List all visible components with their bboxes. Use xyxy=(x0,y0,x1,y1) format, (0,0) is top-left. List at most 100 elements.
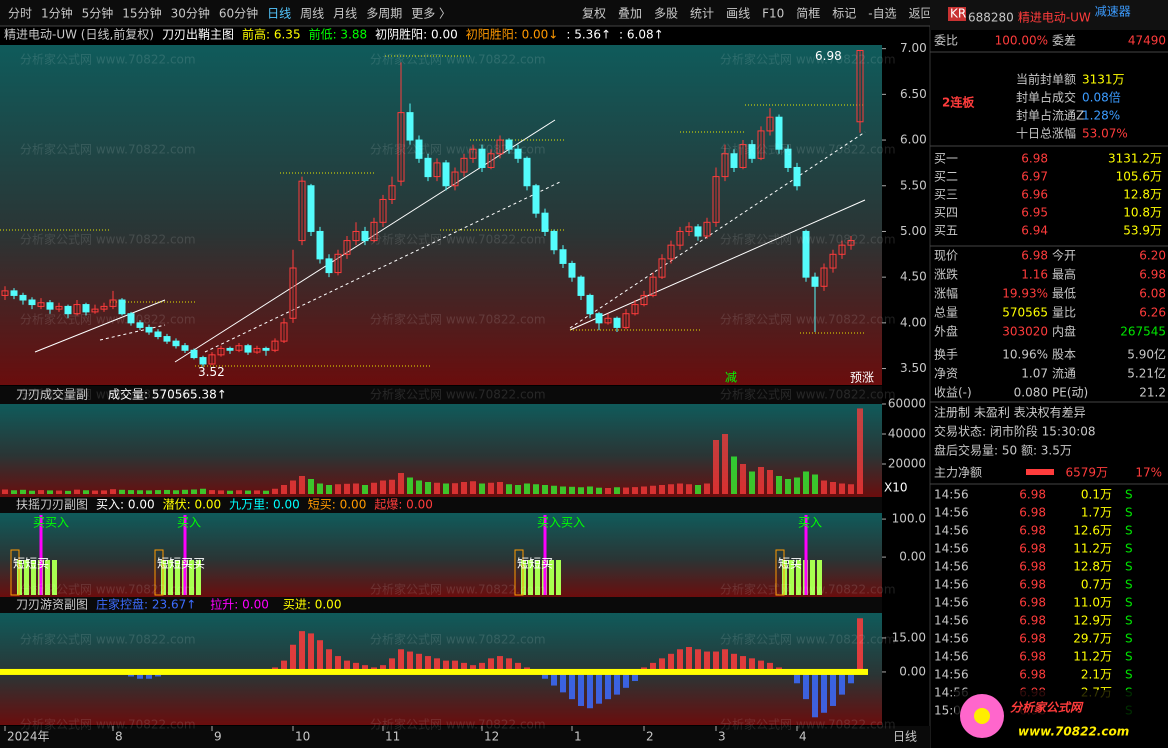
trade-cell: S xyxy=(1125,578,1133,592)
panel-title: 刀刃成交量副 xyxy=(16,387,88,402)
watermark: 分析家公式网 www.70822.com xyxy=(370,632,546,647)
quote-cell: 流通 xyxy=(1052,367,1076,381)
capital-bar xyxy=(407,651,413,672)
candle-body xyxy=(55,305,63,310)
capital-bar xyxy=(650,662,656,672)
volume-bar xyxy=(416,480,422,494)
capital-bar xyxy=(659,658,665,672)
quote-cell: 3131万 xyxy=(1082,73,1125,87)
candle-body xyxy=(127,313,135,324)
quote-cell: 10.96% xyxy=(1002,348,1048,362)
toolbar xyxy=(0,0,930,26)
toolbar-tab: 分时 xyxy=(8,7,32,21)
candle-body xyxy=(460,157,468,173)
candle-body xyxy=(523,157,531,187)
candle-body xyxy=(586,294,594,315)
watermark: 分析家公式网 www.70822.com xyxy=(720,632,896,647)
quote-cell: 封单占成交 xyxy=(1016,90,1076,105)
capital-bar xyxy=(839,671,845,695)
quote-cell: 0.080 xyxy=(1014,386,1048,400)
candle-body xyxy=(649,276,657,296)
volume-bar xyxy=(254,490,260,494)
candle-body xyxy=(226,347,234,351)
volume-bar xyxy=(623,487,629,494)
candle-body xyxy=(442,162,450,187)
quote-cell: 6.08 xyxy=(1139,287,1166,301)
candle-body xyxy=(766,116,774,132)
volume-bar xyxy=(191,489,197,494)
toolbar-tab: 月线 xyxy=(333,7,357,21)
candle-body xyxy=(577,276,585,296)
trade-cell: 0.7万 xyxy=(1081,578,1112,592)
candle-body xyxy=(19,294,27,301)
candle-body xyxy=(793,166,801,187)
signal-bar xyxy=(810,560,815,595)
indicator-value: 初阴胜阳: 0.00 xyxy=(375,27,458,42)
volume-bar xyxy=(569,486,575,494)
quote-cell: 量比 xyxy=(1052,306,1076,320)
x-tick-label: 2024年 xyxy=(7,730,50,744)
volume-bar xyxy=(137,490,143,494)
candle-body xyxy=(433,162,441,178)
trade-cell: 14:56 xyxy=(934,560,969,574)
trade-cell: 12.9万 xyxy=(1073,614,1112,628)
volume-bar xyxy=(461,482,467,494)
trend-line xyxy=(569,131,866,329)
volume-bar xyxy=(533,484,539,494)
trade-cell: 11.0万 xyxy=(1073,596,1112,610)
y-tick-label: 5.00 xyxy=(900,224,927,238)
quote-cell: 6.26 xyxy=(1139,306,1166,320)
quote-cell: 今开 xyxy=(1052,248,1076,263)
candle-body xyxy=(667,244,675,260)
capital-bar xyxy=(146,671,152,679)
candle-body xyxy=(64,305,72,315)
quote-cell: 17% xyxy=(1135,466,1162,480)
quote-cell: 0.08倍 xyxy=(1082,90,1121,105)
quote-cell: 3131.2万 xyxy=(1108,152,1162,166)
signal-top-label: 买买入 xyxy=(33,516,69,530)
capital-bar xyxy=(587,671,593,709)
quote-cell: 外盘 xyxy=(934,324,958,339)
volume-bar xyxy=(65,490,71,494)
volume-bar xyxy=(308,479,314,494)
volume-bar xyxy=(425,482,431,494)
quote-cell: 主力净额 xyxy=(934,466,982,480)
panel-value: 潜伏: 0.00 xyxy=(163,498,222,512)
volume-bar xyxy=(38,490,44,494)
x-tick-label: 4 xyxy=(799,730,807,744)
capital-bar xyxy=(731,653,737,672)
volume-bar xyxy=(335,484,341,494)
signal-bar xyxy=(45,560,50,595)
volume-bar xyxy=(821,480,827,494)
volume-bar xyxy=(758,467,764,494)
trade-cell: 6.98 xyxy=(1019,596,1046,610)
volume-bar xyxy=(272,488,278,494)
y-tick-label: 7.00 xyxy=(900,41,927,55)
volume-bar xyxy=(74,489,80,494)
candle-body xyxy=(415,139,423,159)
toolbar-tab: 周线 xyxy=(300,7,324,21)
indicator-value: 初阳胜阳: 0.00↓ xyxy=(466,27,559,42)
quote-cell: 6.98 xyxy=(1021,152,1048,166)
capital-bar xyxy=(722,649,728,672)
y-tick-label: 6.00 xyxy=(900,133,927,147)
capital-bar xyxy=(452,660,458,672)
volume-bar xyxy=(236,490,242,494)
quote-cell: 5.90亿 xyxy=(1127,347,1166,362)
volume-bar xyxy=(29,490,35,494)
signal-bar xyxy=(168,560,173,595)
logo-title: 分析家公式网 xyxy=(1010,701,1084,715)
signal-bottom-label: 短短买买 xyxy=(157,557,205,571)
toolbar-button: 统计 xyxy=(690,7,714,21)
capital-bar xyxy=(821,671,827,713)
toolbar-button: -自选 xyxy=(868,7,896,21)
quote-cell: 12.8万 xyxy=(1123,188,1162,202)
quote-cell: 10.8万 xyxy=(1123,206,1162,220)
y-tick-label: 4.50 xyxy=(900,270,927,284)
trade-cell: 14:56 xyxy=(934,632,969,646)
signal-bottom-label: 短短买 xyxy=(13,557,49,571)
capital-bar xyxy=(308,633,314,672)
candle-body xyxy=(541,212,549,232)
volume-bar xyxy=(353,483,359,494)
trend-line xyxy=(569,199,866,331)
